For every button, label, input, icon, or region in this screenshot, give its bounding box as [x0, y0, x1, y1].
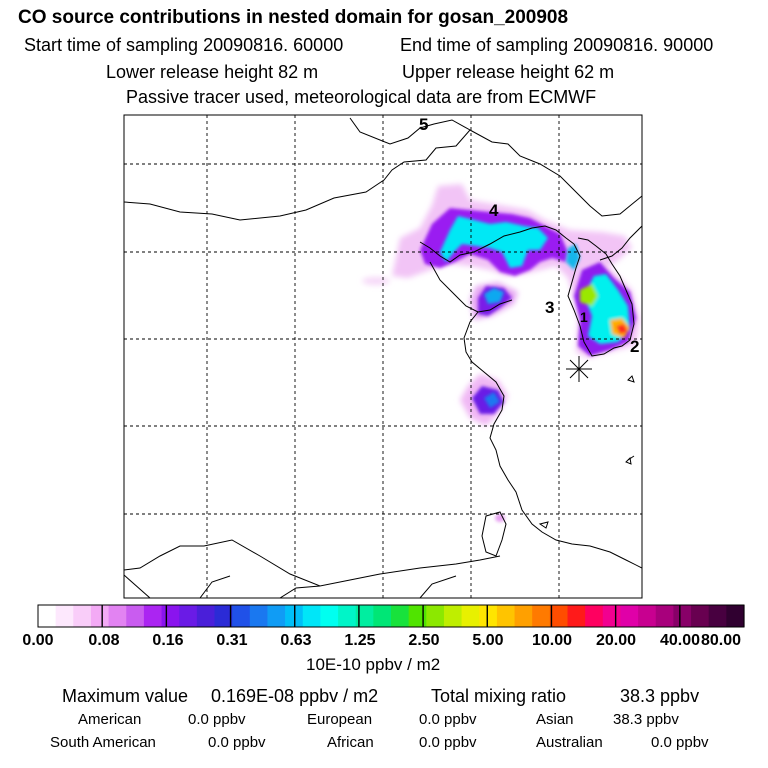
- colorbar-segment: [214, 605, 233, 627]
- station-marker-icon: [566, 356, 592, 382]
- colorbar-segment: [38, 605, 57, 627]
- colorbar-segment: [302, 605, 321, 627]
- colorbar-segment: [514, 605, 533, 627]
- colorbar-segment: [638, 605, 657, 627]
- colorbar-segment: [232, 605, 251, 627]
- plot-title: CO source contributions in nested domain…: [18, 7, 569, 28]
- coastlines: [124, 117, 642, 598]
- south-american-label: South American: [50, 734, 156, 751]
- colorbar-segment: [355, 605, 374, 627]
- colorbar-label-3: 0.31: [216, 632, 248, 649]
- american-value: 0.0 ppbv: [188, 711, 246, 728]
- colorbar-segment: [249, 605, 269, 627]
- australian-label: Australian: [536, 734, 603, 751]
- colorbar-segment: [338, 605, 357, 627]
- total-mixing-value: 38.3 ppbv: [620, 686, 700, 706]
- region-label-4: 4: [489, 201, 499, 220]
- upper-release-height: Upper release height 62 m: [402, 62, 615, 82]
- colorbar-segment: [391, 605, 410, 627]
- concentration-field: [362, 184, 640, 522]
- colorbar-segment: [461, 605, 480, 627]
- colorbar-segment: [479, 605, 498, 627]
- colorbar-segment: [585, 605, 604, 627]
- colorbar-label-11: 80.00: [700, 632, 742, 649]
- colorbar-segment: [408, 605, 427, 627]
- start-time-label: Start time of sampling 20090816. 60000: [24, 35, 344, 55]
- american-label: American: [78, 711, 142, 728]
- region-label-5: 5: [419, 115, 428, 134]
- african-value: 0.0 ppbv: [419, 734, 477, 751]
- colorbar-segment: [108, 605, 127, 627]
- colorbar-segment: [567, 605, 586, 627]
- colorbar-segment: [602, 605, 622, 627]
- colorbar-label-9: 20.00: [595, 632, 637, 649]
- colorbar-segment: [620, 605, 639, 627]
- colorbar-segment: [161, 605, 180, 627]
- colorbar-frame: [37, 604, 745, 628]
- colorbar-segment: [55, 605, 74, 627]
- lower-release-height: Lower release height 82 m: [106, 62, 319, 82]
- colorbar-label-7: 5.00: [472, 632, 504, 649]
- colorbar-label-0: 0.00: [22, 632, 54, 649]
- tracer-note: Passive tracer used, meteorological data…: [126, 87, 597, 107]
- colorbar-segment: [726, 605, 745, 627]
- colorbar-segment: [496, 605, 516, 627]
- region-label-1: 1: [580, 309, 588, 325]
- colorbar-segment: [90, 605, 110, 627]
- map-frame: [123, 114, 643, 599]
- plume-core-layer: [440, 216, 630, 522]
- lat-lon-grid: [124, 115, 642, 598]
- european-label: European: [307, 711, 373, 728]
- colorbar-segment: [320, 605, 339, 627]
- region-label-3: 3: [545, 298, 554, 317]
- colorbar-label-8: 10.00: [531, 632, 573, 649]
- colorbar-label-6: 2.50: [408, 632, 440, 649]
- colorbar-segment: [673, 605, 692, 627]
- colorbar-segment: [126, 605, 145, 627]
- colorbar-segment: [143, 605, 163, 627]
- australian-value: 0.0 ppbv: [651, 734, 709, 751]
- colorbar: [38, 605, 745, 627]
- south-american-value: 0.0 ppbv: [208, 734, 266, 751]
- colorbar-segment: [691, 605, 710, 627]
- total-mixing-label: Total mixing ratio: [431, 686, 567, 706]
- colorbar-segment: [443, 605, 463, 627]
- asian-label: Asian: [536, 711, 574, 728]
- asian-value: 38.3 ppbv: [613, 711, 679, 728]
- colorbar-segment: [267, 605, 286, 627]
- colorbar-segment: [532, 605, 551, 627]
- max-value-label: Maximum value: [62, 686, 189, 706]
- colorbar-label-2: 0.16: [152, 632, 184, 649]
- colorbar-label-4: 0.63: [280, 632, 312, 649]
- colorbar-label-5: 1.25: [344, 632, 376, 649]
- colorbar-label-10: 40.00: [659, 632, 701, 649]
- colorbar-label-1: 0.08: [88, 632, 120, 649]
- colorbar-segment: [179, 605, 198, 627]
- colorbar-segment: [73, 605, 92, 627]
- end-time-label: End time of sampling 20090816. 90000: [400, 35, 714, 55]
- colorbar-segment: [549, 605, 569, 627]
- african-label: African: [327, 734, 374, 751]
- colorbar-segment: [196, 605, 216, 627]
- colorbar-unit: 10E-10 ppbv / m2: [306, 655, 441, 674]
- colorbar-segment: [373, 605, 392, 627]
- colorbar-segment: [708, 605, 727, 627]
- colorbar-segment: [426, 605, 445, 627]
- region-label-2: 2: [630, 337, 639, 356]
- european-value: 0.0 ppbv: [419, 711, 477, 728]
- max-value: 0.169E-08 ppbv / m2: [211, 686, 379, 706]
- colorbar-segment: [655, 605, 674, 627]
